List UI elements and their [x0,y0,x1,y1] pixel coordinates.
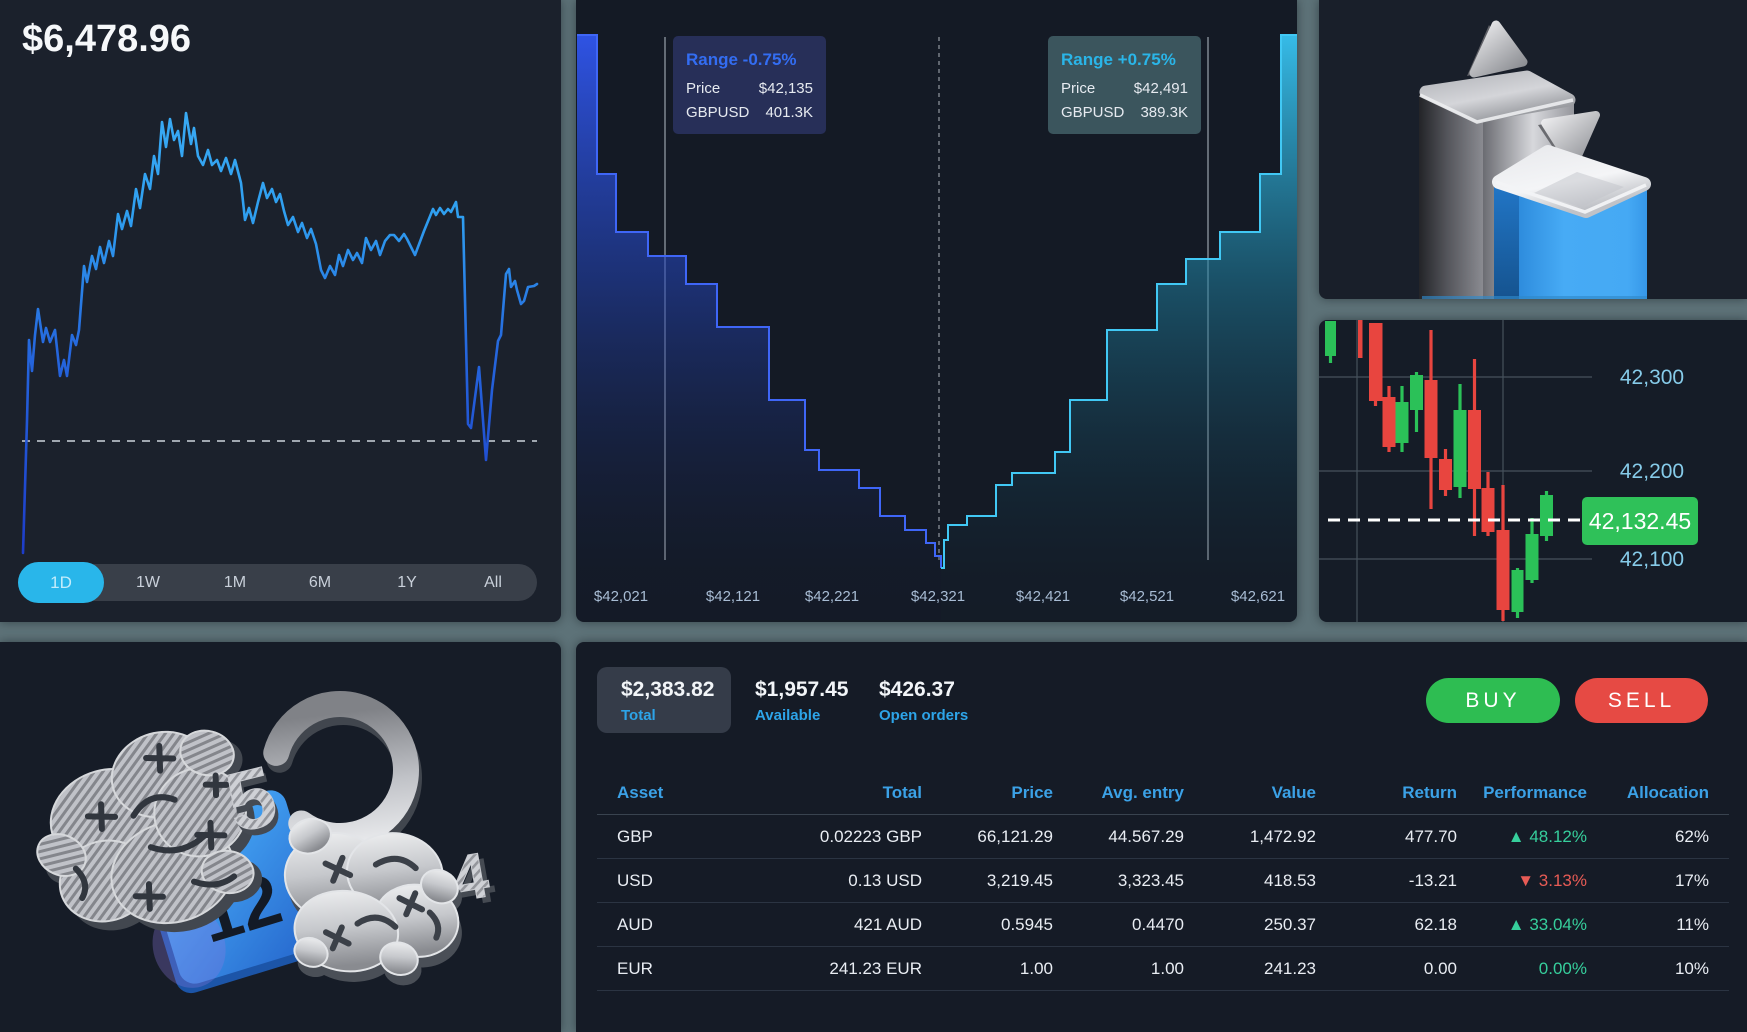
svg-text:42,132.45: 42,132.45 [1589,508,1691,534]
svg-text:42,300: 42,300 [1620,366,1684,389]
svg-text:42,200: 42,200 [1620,460,1684,483]
svg-text:42,100: 42,100 [1620,548,1684,571]
